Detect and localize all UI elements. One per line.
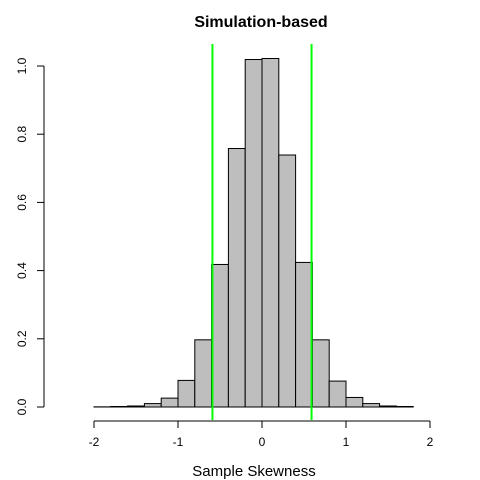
x-tick-label: 2 xyxy=(427,435,434,449)
y-tick-label: 0.6 xyxy=(15,194,29,211)
y-tick-label: 0.8 xyxy=(15,126,29,143)
histogram-bar xyxy=(379,405,397,408)
y-tick-label: 1.0 xyxy=(15,57,29,74)
histogram-bar xyxy=(160,397,179,408)
histogram-bar xyxy=(395,405,414,408)
histogram-bar xyxy=(194,339,213,408)
x-axis: -2 -1 0 1 2 xyxy=(89,420,434,449)
histogram-bar xyxy=(278,154,297,408)
histogram-bar xyxy=(311,339,330,408)
reference-lines xyxy=(211,44,313,420)
x-tick-label: -1 xyxy=(173,435,184,449)
x-tick-label: 0 xyxy=(259,435,266,449)
y-tick-label: 0.2 xyxy=(15,330,29,347)
histogram-bar xyxy=(177,379,196,408)
histogram-bar xyxy=(211,263,229,408)
histogram-bar xyxy=(110,405,129,408)
x-tick-label: 1 xyxy=(343,435,350,449)
histogram-bar xyxy=(328,380,347,408)
histogram-bars xyxy=(93,57,414,408)
y-tick-label: 0.0 xyxy=(15,398,29,415)
histogram-bar xyxy=(127,405,145,408)
x-axis-label: Sample Skewness xyxy=(192,463,315,480)
histogram-bar xyxy=(362,403,381,408)
y-tick-label: 0.4 xyxy=(15,262,29,279)
histogram-bar xyxy=(244,59,263,408)
histogram-bar xyxy=(261,57,280,408)
histogram-bar xyxy=(295,261,313,408)
histogram-bar xyxy=(227,148,246,408)
histogram-bar xyxy=(345,396,364,408)
y-axis: 0.0 0.2 0.4 0.6 0.8 1.0 xyxy=(15,57,45,415)
chart-title: Simulation-based xyxy=(194,14,327,31)
x-tick-label: -2 xyxy=(89,435,100,449)
histogram-bar xyxy=(143,403,162,408)
